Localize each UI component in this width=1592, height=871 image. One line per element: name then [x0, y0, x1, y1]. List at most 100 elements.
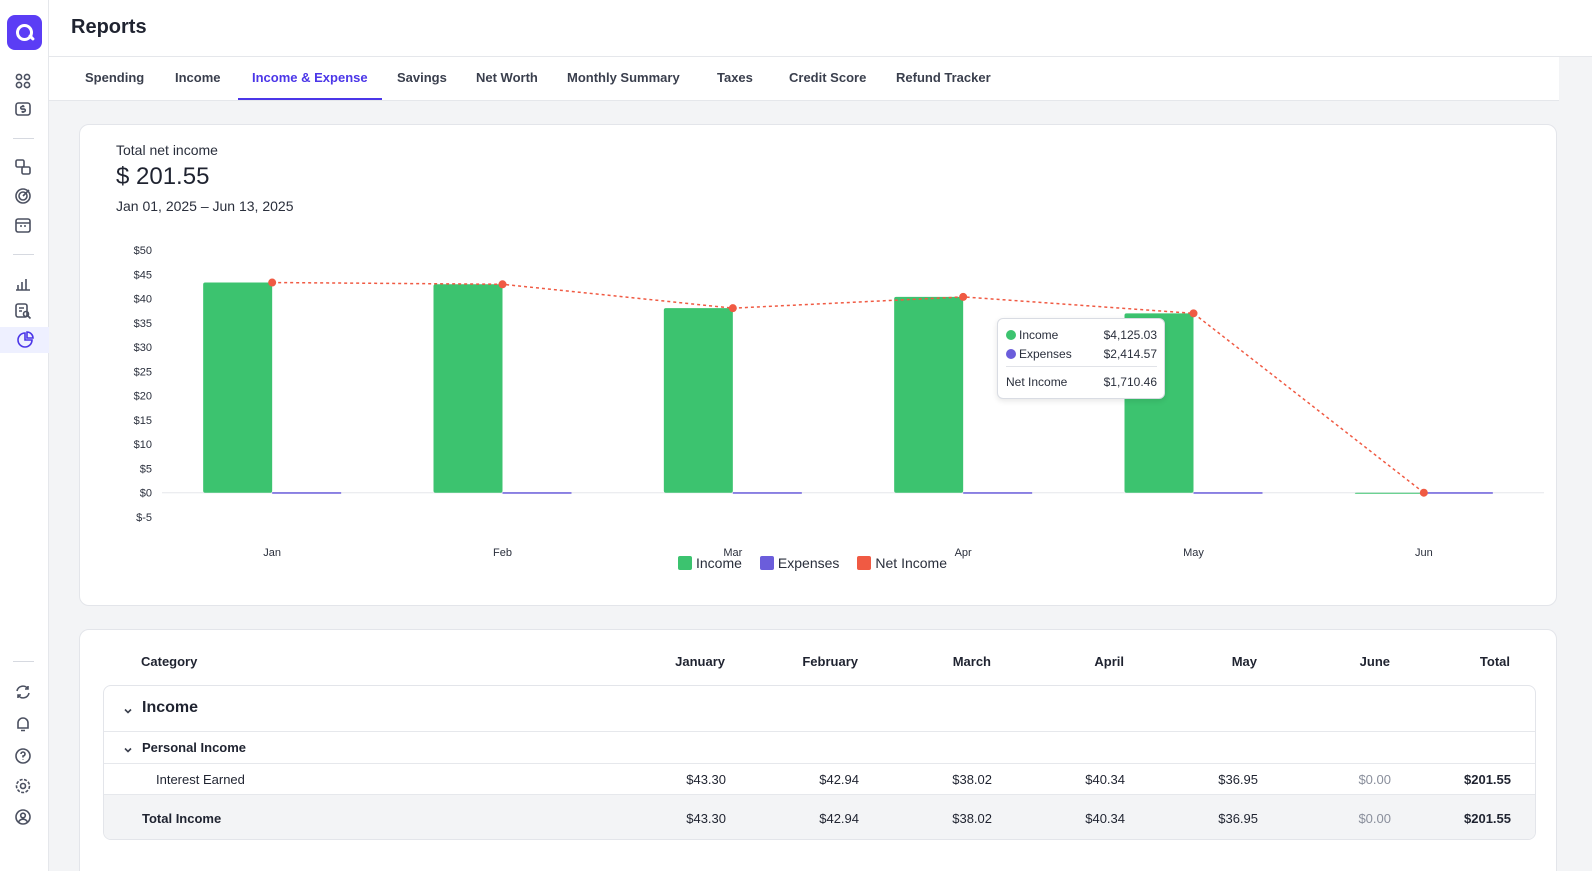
x-tick-label: Feb	[493, 547, 512, 559]
y-tick-label: $5	[140, 463, 152, 475]
tab-monthly-summary[interactable]: Monthly Summary	[567, 70, 680, 85]
legend-income[interactable]: Income	[678, 555, 742, 571]
cell-january: $43.30	[686, 772, 726, 787]
x-tick-label: May	[1183, 547, 1204, 559]
app-logo[interactable]	[7, 15, 42, 50]
income-expense-chart: $50 $45 $40 $35 $30 $25 $20 $15 $10 $5 $0 $-5 Jan Feb…	[134, 245, 1544, 559]
subgroup-header-row[interactable]: Personal Income	[104, 732, 1535, 764]
cell-may: $36.95	[1218, 772, 1258, 787]
report-table-card: Category January February March April Ma…	[79, 629, 1557, 871]
expenses-dot-icon	[1006, 349, 1016, 359]
tooltip-net-value: $1,710.46	[1103, 375, 1157, 389]
net-income-line	[272, 281, 1425, 494]
legend-swatch-icon	[857, 556, 872, 570]
y-tick-label: $20	[134, 391, 152, 403]
income-bar	[1354, 492, 1424, 494]
cell-march: $38.02	[952, 772, 992, 787]
report-tabs: Spending Income Income & Expense Savings…	[49, 57, 1559, 101]
expense-bar	[502, 492, 572, 494]
sidebar-divider	[13, 661, 34, 662]
expense-bar	[272, 492, 342, 494]
tab-net-worth[interactable]: Net Worth	[476, 70, 538, 85]
pie-chart-icon[interactable]	[0, 327, 49, 353]
summary-date-range: Jan 01, 2025 – Jun 13, 2025	[116, 198, 294, 214]
column-header-april: April	[1094, 654, 1124, 669]
notifications-icon[interactable]	[12, 713, 34, 735]
chevron-down-icon[interactable]	[123, 742, 133, 753]
transactions-icon[interactable]	[12, 156, 34, 178]
tooltip-net-row: Net Income $1,710.46	[1006, 374, 1157, 390]
net-income-point	[1419, 488, 1428, 497]
total-row: Total Income $43.30 $42.94 $38.02 $40.34…	[104, 795, 1535, 839]
settings-icon[interactable]	[12, 775, 34, 797]
tab-credit-score[interactable]: Credit Score	[789, 70, 867, 85]
income-bar	[203, 282, 273, 493]
profile-icon[interactable]	[12, 806, 34, 828]
chevron-down-icon[interactable]	[123, 703, 133, 714]
tab-taxes[interactable]: Taxes	[717, 70, 753, 85]
x-tick-label: Mar	[723, 547, 742, 559]
legend-swatch-icon	[759, 556, 774, 570]
legend-net-income[interactable]: Net Income	[857, 555, 947, 571]
tab-savings[interactable]: Savings	[397, 70, 447, 85]
page-title: Reports	[71, 16, 147, 38]
group-label: Income	[142, 699, 199, 716]
reports-bar-icon[interactable]	[12, 272, 34, 294]
y-tick-label: $0	[140, 488, 152, 500]
x-tick-label: Jan	[263, 547, 281, 559]
income-bar	[663, 308, 733, 493]
group-header-row[interactable]: Income	[104, 686, 1535, 732]
legend-swatch-icon	[678, 556, 692, 570]
cell-june: $0.00	[1358, 772, 1391, 787]
income-dot-icon	[1006, 330, 1016, 340]
table-row[interactable]: Interest Earned $43.30 $42.94 $38.02 $40…	[104, 764, 1535, 795]
tooltip-income-value: $4,125.03	[1103, 328, 1157, 342]
tooltip-expenses-value: $2,414.57	[1103, 347, 1157, 361]
legend-label: Expenses	[777, 555, 840, 571]
tooltip-net-label: Net Income	[1006, 375, 1068, 389]
column-header-category: Category	[141, 654, 198, 669]
total-march: $38.02	[952, 811, 992, 826]
cell-total: $201.55	[1464, 772, 1511, 787]
total-total: $201.55	[1464, 811, 1511, 826]
legend-label: Net Income	[875, 555, 947, 571]
subgroup-label: Personal Income	[142, 740, 247, 755]
net-income-point	[498, 280, 507, 289]
budget-icon[interactable]	[12, 98, 34, 120]
sidebar-divider	[13, 138, 34, 139]
income-bar	[894, 296, 964, 493]
column-header-march: March	[952, 654, 991, 669]
column-header-total: Total	[1479, 654, 1510, 669]
cell-february: $42.94	[819, 772, 859, 787]
y-tick-label: $10	[134, 439, 152, 451]
column-header-february: February	[802, 654, 858, 669]
legend-expenses[interactable]: Expenses	[759, 555, 840, 571]
calendar-icon[interactable]	[12, 214, 34, 236]
chart-card: Total net income $ 201.55 Jan 01, 2025 –…	[79, 124, 1557, 606]
tab-income[interactable]: Income	[175, 70, 221, 85]
sidebar-divider	[13, 254, 34, 255]
total-april: $40.34	[1085, 811, 1125, 826]
goals-icon[interactable]	[12, 185, 34, 207]
tooltip-expenses-row: Expenses $2,414.57	[1006, 346, 1157, 362]
row-label: Interest Earned	[156, 772, 245, 787]
search-report-icon[interactable]	[12, 300, 34, 322]
help-icon[interactable]	[12, 745, 34, 767]
column-header-june: June	[1359, 654, 1390, 669]
tab-spending[interactable]: Spending	[85, 70, 145, 85]
income-group: Income Personal Income Interest Earned $…	[103, 685, 1536, 840]
sync-icon[interactable]	[12, 681, 34, 703]
y-tick-label: $45	[134, 269, 152, 281]
y-tick-label: $-5	[136, 512, 152, 524]
dashboard-icon[interactable]	[12, 70, 34, 92]
chart-legend: Income Expenses Net Income	[678, 555, 947, 571]
page-header: Reports	[49, 0, 1592, 57]
expense-bar	[732, 492, 802, 494]
tab-income-expense[interactable]: Income & Expense	[238, 57, 382, 100]
legend-label: Income	[696, 555, 742, 571]
tab-refund-tracker[interactable]: Refund Tracker	[896, 70, 991, 85]
summary-label: Total net income	[116, 142, 218, 158]
sidebar	[0, 0, 49, 871]
y-tick-label: $50	[134, 245, 152, 257]
tooltip-expenses-label: Expenses	[1019, 347, 1072, 361]
